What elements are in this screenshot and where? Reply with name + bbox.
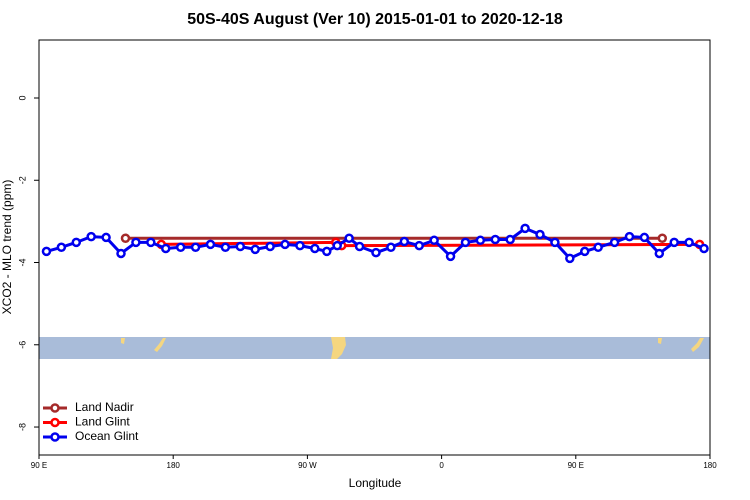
- data-point: [550, 237, 560, 248]
- data-point: [86, 231, 96, 242]
- data-point: [190, 242, 201, 253]
- data-point: [354, 241, 365, 252]
- y-tick-label: 0: [17, 95, 27, 100]
- legend-marker: [50, 432, 60, 442]
- data-point: [639, 232, 650, 243]
- data-point: [475, 235, 486, 246]
- data-point: [146, 237, 156, 248]
- data-point: [684, 237, 694, 248]
- data-point: [205, 239, 216, 250]
- data-point: [460, 237, 471, 248]
- x-tick-label: 180: [167, 461, 181, 470]
- y-tick-label: -8: [17, 423, 27, 431]
- data-point: [669, 237, 679, 248]
- y-axis-label: XCO2 - MLO trend (ppm): [0, 180, 14, 315]
- data-point: [386, 242, 396, 253]
- data-point: [56, 242, 67, 253]
- data-point: [535, 229, 545, 240]
- land-shape: [691, 338, 704, 352]
- data-point: [520, 223, 530, 234]
- x-axis-label: Longitude: [349, 476, 402, 490]
- ocean-band: [39, 337, 710, 359]
- legend-label: Land Nadir: [75, 400, 134, 414]
- plot-frame: [38, 39, 711, 456]
- land-shape: [121, 338, 125, 344]
- land-shape: [154, 338, 166, 352]
- map-band: [39, 337, 710, 359]
- x-tick-label: 90 E: [568, 461, 584, 470]
- series-line: [46, 226, 705, 261]
- data-point: [609, 237, 620, 248]
- data-point: [371, 247, 381, 258]
- data-point: [657, 233, 668, 243]
- y-tick-label: -6: [17, 341, 27, 349]
- y-tick-label: -2: [17, 176, 27, 184]
- data-point: [344, 233, 354, 243]
- data-point: [235, 241, 246, 252]
- data-point: [654, 248, 665, 259]
- data-point: [490, 234, 501, 245]
- data-point: [175, 242, 186, 253]
- legend-label: Land Glint: [75, 415, 130, 429]
- chart-title: 50S-40S August (Ver 10) 2015-01-01 to 20…: [187, 11, 563, 28]
- data-point: [332, 240, 342, 251]
- data-point: [41, 246, 52, 257]
- data-point: [280, 239, 290, 250]
- data-point: [116, 248, 126, 259]
- x-tick-label: 180: [703, 461, 717, 470]
- data-point: [120, 233, 131, 243]
- x-tick-label: 90 W: [298, 461, 317, 470]
- data-point: [593, 242, 603, 253]
- x-tick-label: 90 E: [31, 461, 47, 470]
- data-point: [399, 236, 410, 247]
- land-shape: [331, 337, 346, 359]
- data-point: [429, 235, 439, 246]
- data-point: [505, 234, 515, 245]
- data-point: [624, 231, 635, 242]
- data-point: [250, 244, 260, 255]
- data-point: [295, 240, 305, 251]
- data-point: [579, 246, 590, 257]
- data-point: [414, 240, 424, 251]
- data-point: [71, 237, 82, 248]
- land-shape: [658, 338, 662, 344]
- data-point: [160, 243, 171, 254]
- data-point: [265, 241, 275, 252]
- data-point: [699, 243, 709, 254]
- legend-label: Ocean Glint: [75, 429, 139, 443]
- data-point: [310, 243, 320, 254]
- data-point: [445, 251, 456, 262]
- data-point: [101, 232, 111, 243]
- x-tick-label: 0: [439, 461, 444, 470]
- data-point: [322, 246, 332, 257]
- data-point: [565, 253, 575, 264]
- data-point: [220, 242, 231, 253]
- legend-marker: [50, 417, 60, 428]
- y-tick-label: -4: [17, 259, 27, 267]
- legend-marker: [50, 403, 60, 413]
- data-point: [131, 237, 141, 248]
